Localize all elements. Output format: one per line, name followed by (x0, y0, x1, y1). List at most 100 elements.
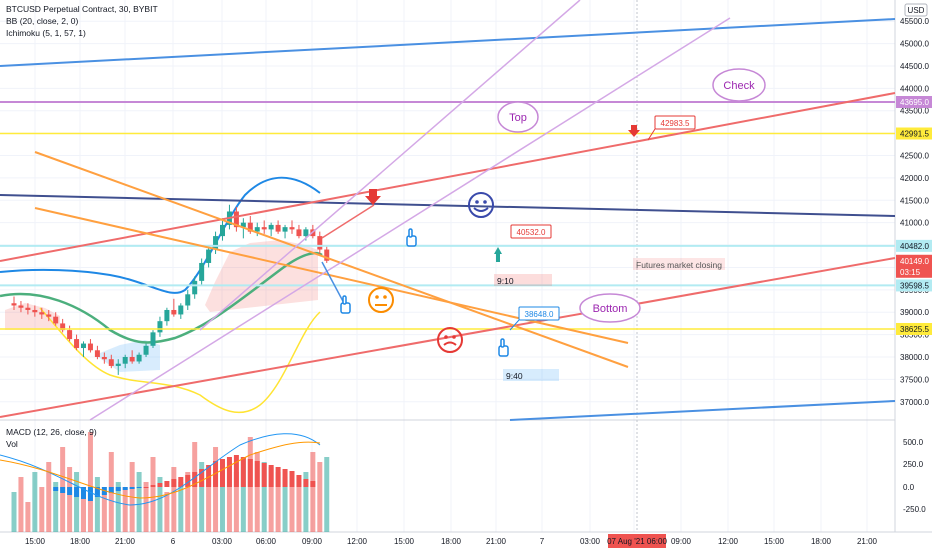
volume-bar (254, 452, 260, 532)
futures-market-note: Futures market closing (636, 260, 722, 270)
macd-histogram-bar (240, 457, 246, 487)
top-callout-text: Top (509, 112, 527, 124)
dizzy-face-icon-eye (444, 335, 448, 339)
candle-body (136, 354, 142, 362)
candles (11, 204, 330, 375)
volume-bar (268, 467, 274, 532)
time-tick: 6 (171, 537, 176, 546)
price-tag: 39598.5 (900, 281, 929, 290)
time-tick: 03:00 (580, 537, 601, 546)
macd-histogram-bar (143, 487, 149, 488)
volume-bar (46, 462, 52, 532)
macd-histogram-bar (275, 467, 281, 487)
note-38648-text: 38648.0 (525, 310, 554, 319)
price-tag: 42991.5 (900, 130, 929, 139)
macd-legend[interactable]: MACD (12, 26, close, 9) (6, 427, 97, 438)
volume-bar (101, 492, 107, 532)
volume-bar (289, 482, 295, 532)
volume-bar (317, 462, 323, 532)
candle-body (296, 229, 302, 237)
bb-indicator-label[interactable]: BB (20, close, 2, 0) (6, 16, 79, 26)
note-38648-box (518, 306, 560, 321)
bb-lower (39, 307, 321, 414)
price-tick: 37500.0 (900, 375, 929, 384)
dizzy-face-icon-eye (452, 335, 456, 339)
volume-bar (143, 482, 149, 532)
vol-indicator-label[interactable]: Vol (6, 439, 18, 449)
candle-body (220, 224, 225, 237)
candle-body (115, 363, 121, 366)
bottom-callout-text: Bottom (593, 303, 628, 315)
volume-bar (87, 432, 93, 532)
macd-tick: 500.0 (903, 438, 924, 447)
candle-body (164, 309, 170, 322)
candle-body (282, 227, 288, 232)
candle-body (122, 356, 128, 364)
price-tick: 37000.0 (900, 398, 929, 407)
currency-button (904, 3, 928, 17)
arrow-up-teal-icon (494, 247, 502, 262)
volume-bar (67, 467, 73, 532)
macd-indicator-label[interactable]: MACD (12, 26, close, 9) (6, 427, 97, 437)
grid-lines (0, 0, 932, 533)
price-tag: 38625.5 (900, 325, 929, 334)
candle-body (67, 330, 73, 340)
pointing-hand-icon-finger (342, 295, 347, 305)
futures-box (633, 258, 725, 270)
macd-histogram-bar (289, 471, 295, 487)
time-tick: 18:00 (70, 537, 91, 546)
ichimoku-indicator-label[interactable]: Ichimoku (5, 1, 57, 1) (6, 28, 86, 38)
macd-histogram-bar (129, 487, 135, 489)
volume-bar (136, 472, 142, 532)
macd-histogram-bar (53, 487, 59, 491)
drawings[interactable]: Check Top Bottom 42983.5 40532.0 38648.0 9:10 9… (0, 0, 896, 421)
time-tick: 12:00 (718, 537, 739, 546)
volume-bar (164, 492, 170, 532)
candle-body (275, 224, 281, 232)
macd-tick: 250.0 (903, 460, 924, 469)
volume-bar (11, 492, 17, 532)
price-tag-box (896, 254, 932, 267)
volume-bar (150, 457, 156, 532)
candle-body (247, 222, 253, 232)
bottom-callout-bubble (579, 293, 641, 323)
candle-body (74, 339, 80, 349)
ichimoku-legend[interactable]: Ichimoku (5, 1, 57, 1) (6, 28, 86, 39)
time-tick: 15:00 (764, 537, 785, 546)
time-tick: 18:00 (441, 537, 462, 546)
price-tag: 40482.0 (900, 242, 929, 251)
bb-legend[interactable]: BB (20, close, 2, 0) (6, 16, 78, 27)
note-40532-box (510, 224, 552, 239)
macd-histogram-bar (115, 487, 121, 491)
candle-body (171, 309, 177, 315)
time-tick: 03:00 (212, 537, 233, 546)
candle-body (143, 345, 149, 355)
volume-bar (81, 487, 86, 532)
trendline-orange-upper (34, 151, 629, 368)
candle-body (11, 303, 17, 306)
symbol-legend[interactable]: BTCUSD Perpetual Contract, 30, BYBIT (6, 4, 158, 15)
candle-body (178, 305, 184, 315)
vol-legend[interactable]: Vol (6, 439, 18, 450)
volume-bar (199, 462, 205, 532)
symbol-title[interactable]: BTCUSD Perpetual Contract, 30, BYBIT (6, 4, 158, 14)
macd-histogram-bar (122, 487, 128, 490)
trendline-blue-upper (0, 18, 896, 67)
currency-label: USD (908, 6, 925, 15)
price-tag-box (896, 96, 932, 109)
price-tick: 45000.0 (900, 40, 929, 49)
volume-bar (18, 477, 24, 532)
time-tick: 12:00 (347, 537, 368, 546)
candle-body (108, 359, 114, 366)
neutral-face-icon-eye (383, 295, 387, 299)
time-tick: 15:00 (394, 537, 415, 546)
note-pointer (647, 128, 656, 141)
volume-bar (282, 477, 288, 532)
volume-bar (39, 487, 45, 532)
candle-body (32, 309, 38, 313)
macd-tick: -250.0 (903, 505, 926, 514)
channel-line-purple (199, 0, 581, 331)
candle-body (199, 262, 205, 281)
check-callout-bubble (712, 68, 766, 102)
